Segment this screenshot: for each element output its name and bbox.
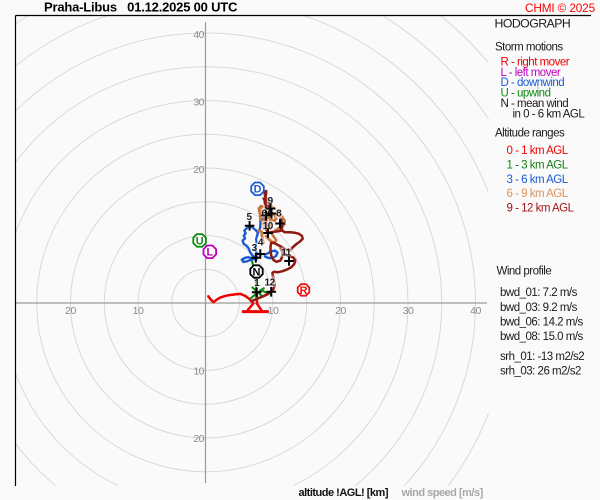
svg-text:40: 40 — [193, 29, 204, 41]
svg-text:srh_03: 26 m2/s2: srh_03: 26 m2/s2 — [500, 365, 581, 377]
svg-text:3 - 6 km AGL: 3 - 6 km AGL — [507, 174, 569, 186]
svg-text:40: 40 — [470, 305, 481, 317]
svg-text:L: L — [206, 247, 213, 259]
svg-text:CHMI © 2025: CHMI © 2025 — [525, 1, 596, 15]
svg-text:4: 4 — [258, 238, 264, 249]
svg-text:30: 30 — [193, 97, 204, 109]
svg-text:D: D — [254, 184, 262, 196]
svg-text:20: 20 — [193, 164, 204, 176]
svg-text:1 - 3 km AGL: 1 - 3 km AGL — [507, 159, 569, 171]
svg-text:bwd_03: 9.2 m/s: bwd_03: 9.2 m/s — [500, 302, 578, 314]
svg-text:Wind profile: Wind profile — [497, 266, 552, 278]
svg-text:L - left mover: L - left mover — [501, 67, 561, 79]
svg-text:8: 8 — [276, 209, 282, 220]
svg-text:0 - 1 km AGL: 0 - 1 km AGL — [507, 145, 569, 157]
svg-text:10: 10 — [133, 305, 144, 317]
svg-text:srh_01: -13 m2/s2: srh_01: -13 m2/s2 — [500, 351, 584, 363]
svg-text:9 - 12 km AGL: 9 - 12 km AGL — [507, 203, 575, 215]
svg-text:6 - 9 km AGL: 6 - 9 km AGL — [507, 188, 569, 200]
svg-text:7: 7 — [265, 207, 271, 218]
svg-text:30: 30 — [403, 305, 414, 317]
svg-text:R - right mover: R - right mover — [501, 56, 570, 68]
svg-text:9: 9 — [268, 196, 274, 207]
svg-text:6: 6 — [261, 209, 267, 220]
svg-text:U: U — [196, 235, 204, 247]
svg-text:N: N — [253, 266, 261, 278]
svg-text:20: 20 — [193, 433, 204, 445]
svg-text:N - mean wind: N - mean wind — [501, 98, 569, 110]
svg-text:bwd_06: 14.2 m/s: bwd_06: 14.2 m/s — [500, 316, 584, 328]
svg-text:20: 20 — [65, 305, 76, 317]
svg-text:10: 10 — [193, 366, 204, 378]
svg-text:Storm motions: Storm motions — [495, 41, 563, 53]
svg-text:D - downwind: D - downwind — [501, 77, 565, 89]
svg-text:bwd_01: 7.2 m/s: bwd_01: 7.2 m/s — [500, 287, 578, 299]
svg-text:altitude !AGL! [km]: altitude !AGL! [km] — [299, 487, 389, 499]
svg-text:HODOGRAPH: HODOGRAPH — [495, 17, 571, 31]
svg-text:12: 12 — [265, 278, 276, 289]
svg-text:in 0 - 6 km AGL: in 0 - 6 km AGL — [513, 108, 586, 120]
svg-text:wind speed [m/s]: wind speed [m/s] — [401, 487, 484, 499]
svg-text:Altitude ranges: Altitude ranges — [495, 128, 565, 140]
svg-text:bwd_08: 15.0 m/s: bwd_08: 15.0 m/s — [500, 331, 584, 343]
svg-text:R: R — [300, 285, 308, 297]
svg-text:3: 3 — [252, 243, 258, 254]
svg-text:5: 5 — [246, 212, 252, 223]
svg-text:20: 20 — [335, 305, 346, 317]
svg-text:Praha-Libus 01.12.2025 00 UT: Praha-Libus 01.12.2025 00 UTC — [44, 0, 238, 14]
svg-text:1: 1 — [254, 278, 260, 289]
svg-text:10: 10 — [263, 221, 274, 232]
svg-text:U - upwind: U - upwind — [501, 88, 551, 100]
svg-text:10: 10 — [268, 305, 279, 317]
svg-text:11: 11 — [281, 247, 292, 258]
